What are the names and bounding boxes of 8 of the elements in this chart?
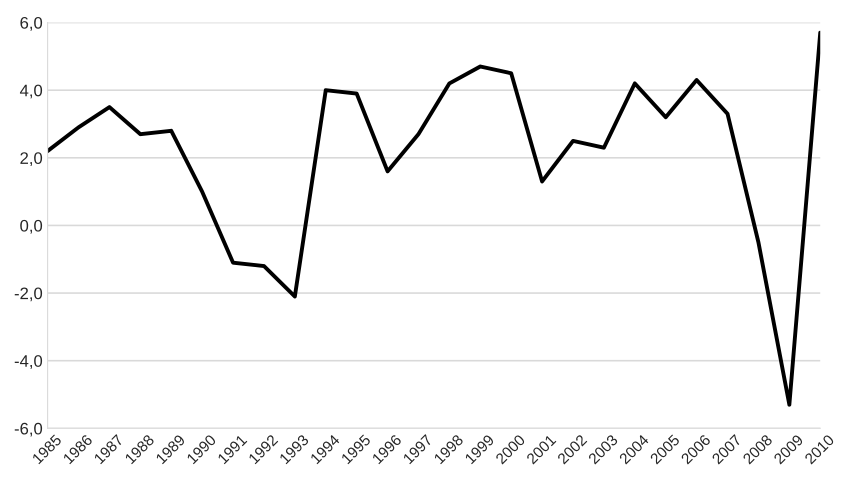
y-tick-label: 6,0 xyxy=(20,16,42,31)
y-tick-label: 2,0 xyxy=(20,152,42,166)
line-series xyxy=(48,30,820,407)
y-tick-label: -2,0 xyxy=(14,287,42,302)
y-tick-label: 0,0 xyxy=(20,220,42,234)
y-tick-label: 4,0 xyxy=(20,84,42,98)
y-tick-label: -4,0 xyxy=(14,355,42,369)
y-tick-label: -6,0 xyxy=(14,422,42,437)
